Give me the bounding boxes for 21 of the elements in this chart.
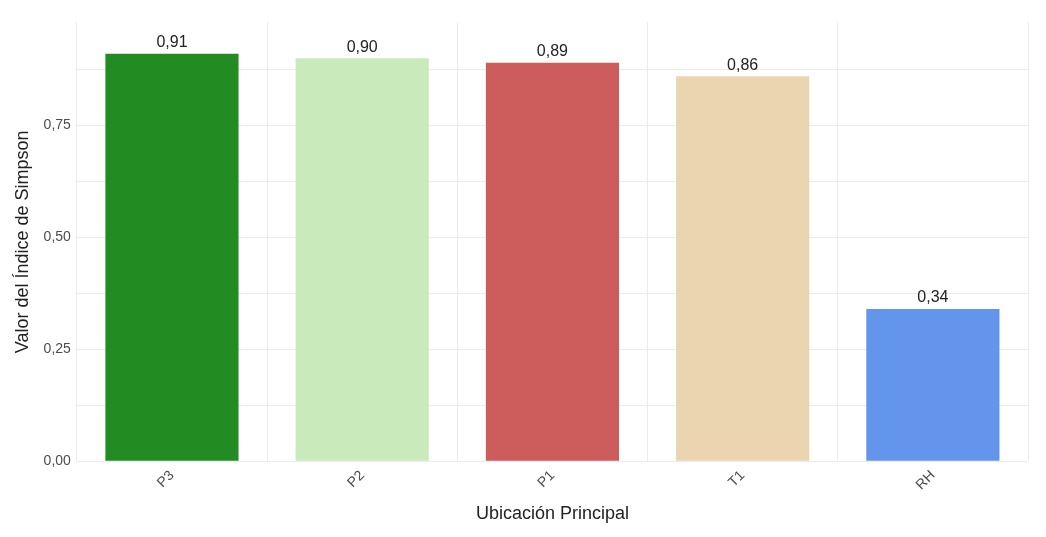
y-tick-label: 0,25 [43, 340, 72, 357]
bar [485, 62, 620, 461]
bar [295, 58, 429, 461]
data-label: 0,91 [156, 33, 188, 51]
bar [676, 76, 810, 461]
data-label: 0,90 [346, 37, 378, 55]
y-tick-label: 0,50 [43, 228, 72, 245]
x-tick-label: P3 [153, 466, 177, 491]
bar [105, 53, 239, 461]
bar [866, 308, 1000, 461]
data-label: 0,34 [917, 288, 949, 306]
data-label: 0,86 [727, 55, 759, 73]
x-tick-label: RH [912, 466, 938, 493]
x-tick-label: T1 [724, 466, 748, 490]
x-axis-title: Ubicación Principal [475, 503, 629, 524]
y-tick-label: 0,75 [43, 116, 72, 133]
y-axis-title: Valor del Índice de Simpson [11, 130, 32, 354]
y-tick-label: 0,00 [43, 452, 72, 469]
x-tick-label: P2 [343, 466, 368, 491]
x-tick-label: P1 [533, 466, 558, 491]
data-label: 0,89 [536, 42, 569, 60]
